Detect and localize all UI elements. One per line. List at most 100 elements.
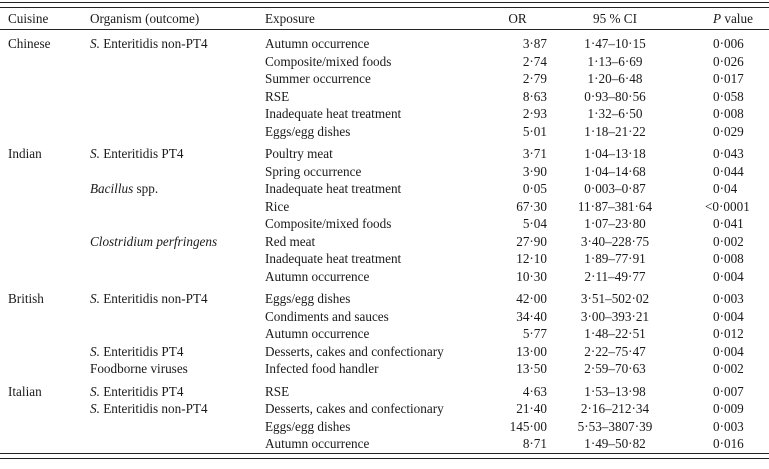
or-cell: 34·40 [516, 308, 547, 324]
table-row: Italian S. Enteritidis PT4 RSE 4·63 1·53–13·… [0, 378, 769, 401]
or-cell: 3·87 [522, 36, 547, 51]
or-cell: 67·30 [516, 198, 547, 214]
or-cell: 21·40 [516, 401, 547, 416]
or-cell: 12·10 [516, 251, 547, 266]
cuisine-cell [0, 343, 88, 361]
organism-cell [88, 418, 263, 436]
cuisine-cell [0, 308, 88, 326]
cuisine-cell: Chinese [8, 36, 51, 51]
table-row: Condiments and sauces 34·40 3·00–393·21 0·0… [0, 308, 769, 326]
organism-cell: S. Enteritidis PT4 [90, 146, 184, 161]
p-value-cell: 0·029 [713, 123, 744, 139]
or-cell: 2·93 [522, 106, 547, 121]
cuisine-cell [0, 400, 88, 418]
ci-cell: 1·53–13·98 [584, 383, 646, 399]
table-row: Inadequate heat treatment 12·10 1·89–77·91… [0, 250, 769, 268]
organism-cell [88, 163, 263, 181]
table-row: Spring occurrence 3·90 1·04–14·68 0·044 [0, 163, 769, 181]
organism-cell: S. Enteritidis non-PT4 [90, 36, 208, 51]
cuisine-cell [0, 70, 88, 88]
exposure-cell: Summer occurrence [265, 71, 371, 86]
ci-cell: 3·51–502·02 [580, 291, 650, 306]
exposure-cell: Poultry meat [265, 146, 333, 161]
exposure-cell: Inadequate heat treatment [265, 181, 402, 196]
ci-cell: 1·04–13·18 [584, 146, 646, 161]
organism-italic: S. [90, 36, 100, 51]
ci-cell: 1·32–6·50 [587, 106, 643, 121]
ci-cell: 2·16–212·34 [580, 401, 650, 416]
ci-cell: 1·04–14·68 [584, 163, 646, 179]
cuisine-cell [0, 88, 88, 106]
table-row: Composite/mixed foods 2·74 1·13–6·69 0·026 [0, 53, 769, 71]
ci-cell: 0·003–0·87 [584, 181, 646, 196]
cuisine-cell [0, 325, 88, 343]
organism-cell [88, 325, 263, 343]
table-row: Autumn occurrence 5·77 1·48–22·51 0·012 [0, 325, 769, 343]
table-row: Summer occurrence 2·79 1·20–6·48 0·017 [0, 70, 769, 88]
p-value-cell: 0·003 [713, 418, 744, 434]
exposure-cell: RSE [265, 383, 290, 399]
organism-cell [88, 215, 263, 233]
cuisine-cell [0, 233, 88, 251]
table-row: Foodborne viruses Infected food handler 13… [0, 360, 769, 378]
column-header-p-value: P value [678, 8, 769, 30]
exposure-cell: Desserts, cakes and confectionary [265, 401, 444, 416]
table-row: Inadequate heat treatment 2·93 1·32–6·50 0·… [0, 105, 769, 123]
p-value-cell: 0·007 [713, 383, 744, 399]
p-value-cell: 0·003 [713, 291, 744, 306]
p-value-cell: 0·004 [713, 268, 744, 284]
column-header-or: OR [488, 8, 552, 30]
exposure-cell: Inadequate heat treatment [265, 251, 402, 266]
organism-cell: S. Enteritidis PT4 [90, 383, 184, 399]
exposure-cell: Eggs/egg dishes [265, 418, 351, 434]
cuisine-cell [0, 198, 88, 216]
p-value-cell: 0·043 [713, 146, 744, 161]
table-row: S. Enteritidis PT4 Desserts, cakes and co… [0, 343, 769, 361]
table-row: Autumn occurrence 8·71 1·49–50·82 0·016 [0, 435, 769, 453]
or-cell: 3·90 [522, 163, 547, 179]
p-value-cell: 0·012 [713, 326, 744, 341]
table-row: Chinese S. Enteritidis non-PT4 Autumn occu… [0, 30, 769, 53]
organism-italic: S. [90, 146, 100, 161]
organism-italic: Clostridium perfringens [90, 233, 218, 249]
table-row: RSE 8·63 0·93–80·56 0·058 [0, 88, 769, 106]
organism-cell [88, 198, 263, 216]
ci-cell: 2·22–75·47 [584, 343, 646, 359]
table-row: Autumn occurrence 10·30 2·11–49·77 0·004 [0, 268, 769, 286]
table-bottom-rule [0, 452, 769, 459]
organism-cell [88, 53, 263, 71]
organism-cell: S. Enteritidis non-PT4 [90, 401, 208, 416]
cuisine-cell [0, 250, 88, 268]
organism-cell: Clostridium perfringens [88, 233, 263, 251]
table-row: Eggs/egg dishes 145·00 5·53–3807·39 0·003 [0, 418, 769, 436]
or-cell: 145·00 [509, 418, 547, 434]
organism-cell [88, 70, 263, 88]
table-top-rule [0, 2, 769, 8]
ci-cell: 5·53–3807·39 [577, 418, 653, 434]
exposure-cell: RSE [265, 88, 290, 104]
cuisine-cell [0, 360, 88, 378]
or-cell: 5·77 [522, 326, 547, 341]
ci-cell: 2·11–49·77 [584, 268, 646, 284]
organism-cell [88, 435, 263, 453]
ci-cell: 3·00–393·21 [580, 308, 650, 324]
p-value-cell: 0·016 [713, 436, 744, 451]
ci-cell: 1·48–22·51 [584, 326, 646, 341]
organism-cell [88, 250, 263, 268]
organism-cell: S. Enteritidis PT4 [90, 343, 184, 359]
ci-cell: 1·18–21·22 [584, 123, 646, 139]
ci-cell: 1·20–6·48 [587, 71, 643, 86]
ci-cell: 1·07–23·80 [584, 216, 646, 231]
p-value-cell: 0·006 [713, 36, 744, 51]
cuisine-cell [0, 418, 88, 436]
organism-italic: Bacillus [90, 181, 134, 196]
organism-italic: S. [90, 343, 100, 359]
column-header-organism: Organism (outcome) [88, 8, 263, 30]
exposure-cell: Desserts, cakes and confectionary [265, 343, 444, 359]
organism-cell: Foodborne viruses [90, 361, 188, 376]
exposure-cell: Inadequate heat treatment [265, 106, 402, 121]
table-body: Chinese S. Enteritidis non-PT4 Autumn occu… [0, 30, 769, 453]
organism-cell [88, 268, 263, 286]
or-cell: 8·63 [522, 88, 547, 104]
